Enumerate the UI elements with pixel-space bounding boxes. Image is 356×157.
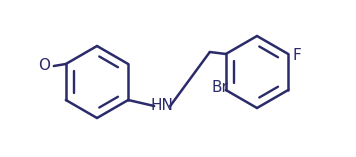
Text: O: O [38, 59, 50, 73]
Text: F: F [292, 49, 301, 63]
Text: HN: HN [151, 97, 174, 113]
Text: Br: Br [212, 79, 229, 95]
